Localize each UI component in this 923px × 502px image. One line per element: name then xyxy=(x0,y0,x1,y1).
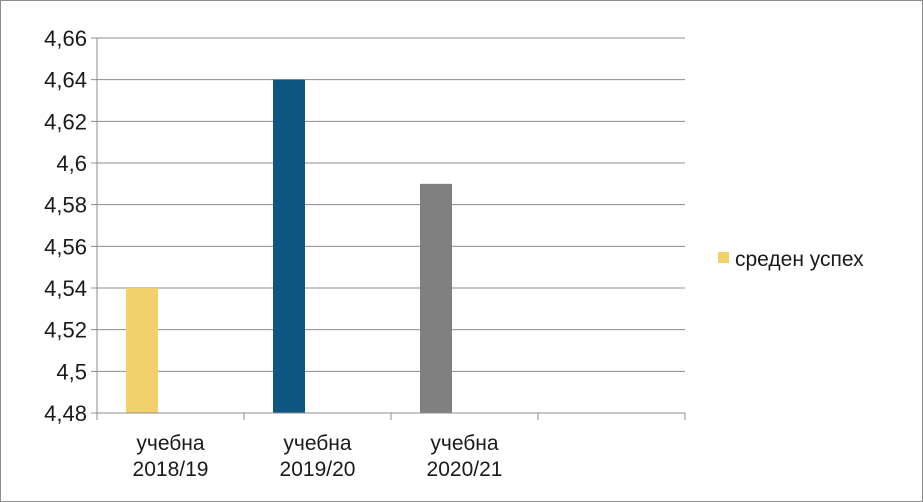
x-category-label-line: 2020/21 xyxy=(427,458,503,481)
y-tick-label: 4,5 xyxy=(56,359,87,384)
legend-label: среден успех xyxy=(735,248,864,271)
y-tick-label: 4,64 xyxy=(44,68,87,93)
y-tick-label: 4,58 xyxy=(44,193,87,218)
bar xyxy=(273,79,305,414)
x-category-label-line: учебна xyxy=(136,432,205,455)
x-category-label: учебна 2019/20 xyxy=(280,432,356,481)
y-tick-label: 4,6 xyxy=(56,151,87,176)
y-tick-labels: 4,48 4,5 4,52 4,54 4,56 4,58 4,6 4,62 4,64 4,66 xyxy=(44,26,87,426)
x-category-label-line: учебна xyxy=(283,432,352,455)
y-tick-label: 4,54 xyxy=(44,276,87,301)
x-category-label: учебна 2018/19 xyxy=(133,432,209,481)
bars xyxy=(126,79,452,414)
bar xyxy=(126,288,158,413)
x-category-label-line: 2019/20 xyxy=(280,458,356,481)
x-category-labels: учебна 2018/19 учебна 2019/20 учебна 2020/21 xyxy=(133,432,503,481)
y-tick-label: 4,66 xyxy=(44,26,87,51)
y-tick-label: 4,52 xyxy=(44,318,87,343)
x-category-label-line: 2018/19 xyxy=(133,458,209,481)
legend-swatch xyxy=(718,252,729,263)
bar xyxy=(420,183,452,413)
y-tick-label: 4,56 xyxy=(44,234,87,259)
y-tick-label: 4,62 xyxy=(44,109,87,134)
legend: среден успех xyxy=(718,248,864,271)
y-tick-label: 4,48 xyxy=(44,401,87,426)
x-category-label: учебна 2020/21 xyxy=(427,432,503,481)
gridlines xyxy=(91,37,685,414)
x-category-label-line: учебна xyxy=(430,432,499,455)
axes xyxy=(96,38,686,420)
